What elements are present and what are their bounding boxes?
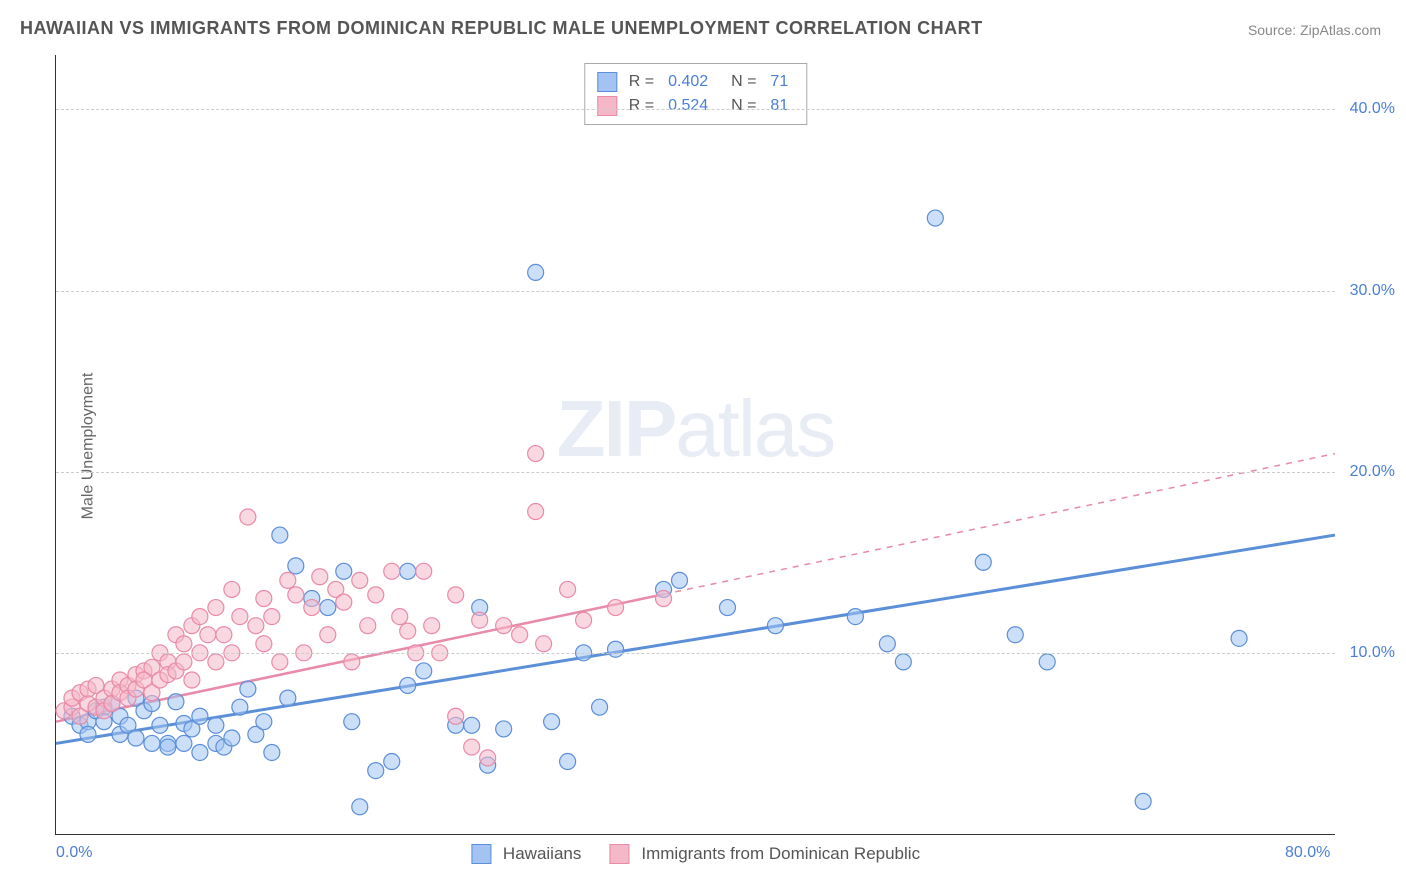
plot-area: ZIPatlas R = 0.402 N = 71R = 0.524 N = 8…: [55, 55, 1335, 835]
x-tick-label: 0.0%: [56, 844, 92, 862]
grid-line: [56, 472, 1335, 473]
r-label: R =: [629, 73, 654, 91]
n-label: N =: [722, 73, 756, 91]
legend-item: Immigrants from Dominican Republic: [609, 844, 920, 864]
r-value: 0.402: [668, 73, 708, 91]
n-value: 71: [770, 73, 788, 91]
y-tick-label: 30.0%: [1350, 282, 1395, 300]
r-label: R =: [629, 97, 654, 115]
legend-swatch: [597, 96, 617, 116]
chart-title: HAWAIIAN VS IMMIGRANTS FROM DOMINICAN RE…: [20, 18, 983, 39]
plot-svg: [56, 55, 1335, 834]
n-label: N =: [722, 97, 756, 115]
legend-swatch: [597, 72, 617, 92]
y-tick-label: 20.0%: [1350, 463, 1395, 481]
series-legend: Hawaiians Immigrants from Dominican Repub…: [471, 844, 920, 864]
series-name: Hawaiians: [503, 844, 581, 864]
legend-row: R = 0.402 N = 71: [597, 70, 794, 94]
n-value: 81: [770, 97, 788, 115]
grid-line: [56, 291, 1335, 292]
source-attribution: Source: ZipAtlas.com: [1248, 22, 1381, 38]
legend-swatch: [471, 844, 491, 864]
chart-container: HAWAIIAN VS IMMIGRANTS FROM DOMINICAN RE…: [0, 0, 1406, 892]
y-tick-label: 40.0%: [1350, 100, 1395, 118]
legend-item: Hawaiians: [471, 844, 581, 864]
correlation-legend: R = 0.402 N = 71R = 0.524 N = 81: [584, 63, 807, 125]
legend-row: R = 0.524 N = 81: [597, 94, 794, 118]
grid-line: [56, 109, 1335, 110]
x-tick-label: 80.0%: [1285, 844, 1330, 862]
series-name: Immigrants from Dominican Republic: [641, 844, 920, 864]
grid-line: [56, 653, 1335, 654]
r-value: 0.524: [668, 97, 708, 115]
legend-swatch: [609, 844, 629, 864]
y-tick-label: 10.0%: [1350, 644, 1395, 662]
